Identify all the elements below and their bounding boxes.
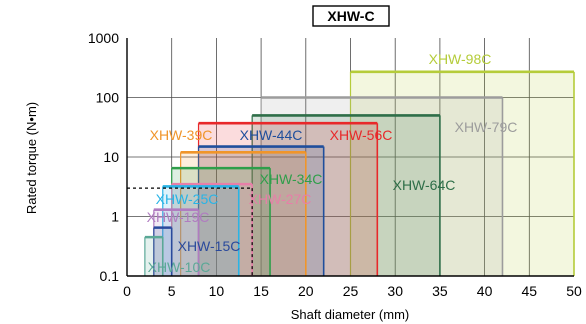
series-area [350,71,574,276]
series-label: XHW-10C [148,259,211,275]
series-areas [144,70,575,277]
y-tick-label: 100 [96,90,120,106]
title-box [312,5,390,27]
y-tick-label: 1000 [88,30,119,46]
x-tick-label: 0 [123,283,131,299]
chart-title: XHW-C [327,8,374,24]
y-tick-label: 10 [103,149,119,165]
series-label: XHW-19C [147,209,210,225]
series-label: XHW-56C [330,127,393,143]
x-tick-label: 15 [253,283,269,299]
series-area [144,237,163,276]
series-label: XHW-27C [249,191,312,207]
x-tick-label: 30 [387,283,403,299]
x-tick-label: 45 [522,283,538,299]
series-area [162,186,239,276]
x-tick-label: 25 [343,283,359,299]
x-tick-label: 20 [298,283,314,299]
series-label: XHW-44C [240,127,303,143]
x-tick-label: 5 [168,283,176,299]
series-label: XHW-25C [156,191,219,207]
series-labels: XHW-98C XHW-79C XHW-64C XHW-56C XHW-44C XHW-3… [127,51,517,276]
y-tick-label: 0.1 [100,268,120,284]
y-tick-label: 1 [111,209,119,225]
axes: 0 5 10 15 20 25 30 35 40 45 50 0.1 1 10 100 1000 [88,30,582,299]
series-label: XHW-98C [429,51,492,67]
series-area [198,123,378,277]
series-area [252,115,440,276]
y-axis-label: Rated torque (N•m) [24,102,39,214]
series-label: XHW-34C [260,171,323,187]
x-tick-label: 40 [477,283,493,299]
x-tick-label: 35 [432,283,448,299]
x-tick-label: 10 [209,283,225,299]
series-label: XHW-39C [150,127,213,143]
series-label: XHW-79C [455,119,518,135]
series-label: XHW-64C [393,177,456,193]
series-area [153,209,199,276]
x-axis-label: Shaft diameter (mm) [291,307,409,322]
series-area [261,97,503,276]
x-tick-label: 50 [566,283,582,299]
series-label: XHW-15C [178,238,241,254]
series-area [180,152,306,276]
